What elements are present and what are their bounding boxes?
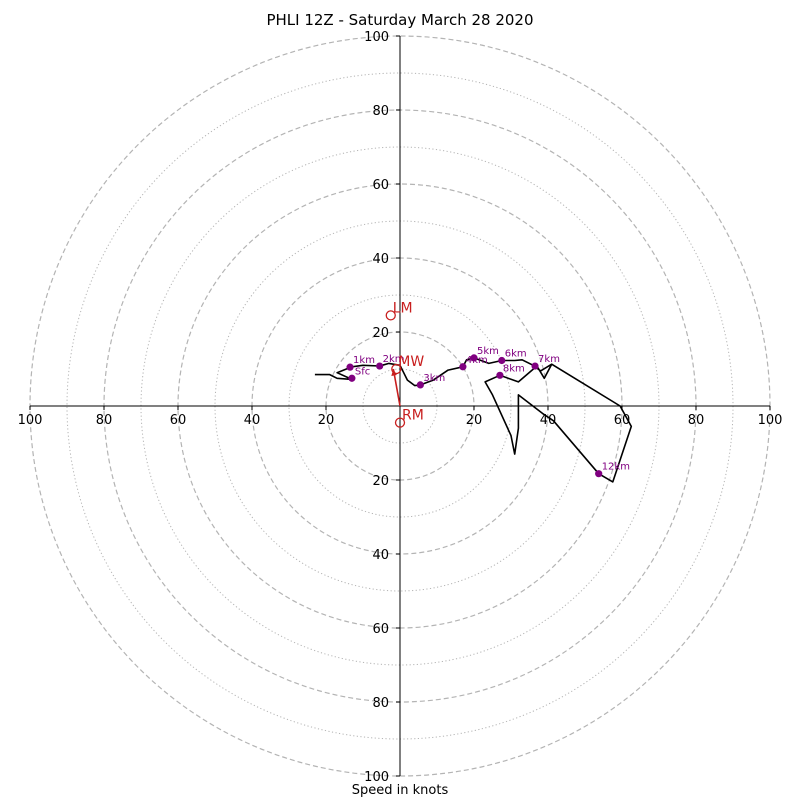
x-tick-label: 20 xyxy=(466,413,483,428)
height-marker-12km xyxy=(595,470,603,478)
y-tick-label: 20 xyxy=(372,474,389,489)
height-label-2km: 2km xyxy=(383,354,405,365)
height-marker-8km xyxy=(496,371,504,379)
chart-title: PHLI 12Z - Saturday March 28 2020 xyxy=(266,11,534,29)
height-marker-5km xyxy=(470,354,478,362)
height-label-sfc: Sfc xyxy=(355,366,370,377)
x-axis-label: Speed in knots xyxy=(351,783,449,798)
storm-motion-rm-label: RM xyxy=(402,408,424,424)
height-label-8km: 8km xyxy=(503,363,525,374)
height-marker-4km xyxy=(459,363,467,371)
height-label-7km: 7km xyxy=(538,354,560,365)
height-label-12km: 12km xyxy=(602,462,630,473)
y-tick-label: 80 xyxy=(372,696,389,711)
y-tick-label: 100 xyxy=(364,770,389,785)
height-label-5km: 5km xyxy=(477,346,499,357)
height-marker-sfc xyxy=(348,374,356,382)
height-marker-6km xyxy=(498,356,506,365)
storm-motion-lm-label: LM xyxy=(393,300,413,316)
height-label-1km: 1km xyxy=(353,355,375,366)
x-tick-label: 100 xyxy=(18,413,43,428)
x-tick-label: 60 xyxy=(170,413,187,428)
storm-motion-mw-label: MW xyxy=(398,354,424,370)
y-tick-label: 40 xyxy=(372,252,389,267)
x-tick-label: 80 xyxy=(688,413,705,428)
y-tick-label: 60 xyxy=(372,622,389,637)
x-tick-label: 40 xyxy=(244,413,261,428)
height-label-6km: 6km xyxy=(505,348,527,359)
x-tick-label: 20 xyxy=(318,413,335,428)
x-tick-label: 80 xyxy=(96,413,113,428)
y-tick-label: 80 xyxy=(372,104,389,119)
height-marker-2km xyxy=(376,362,384,370)
y-tick-label: 100 xyxy=(364,30,389,45)
y-tick-label: 20 xyxy=(372,326,389,341)
storm-motion-mw-marker xyxy=(391,363,402,375)
storm-motion-lm-marker xyxy=(385,310,396,321)
x-tick-label: 100 xyxy=(758,413,783,428)
x-tick-label: 40 xyxy=(540,413,557,428)
height-marker-7km xyxy=(531,362,539,370)
y-tick-label: 40 xyxy=(372,548,389,563)
storm-motion-rm-marker xyxy=(394,417,406,428)
height-marker-3km xyxy=(416,381,424,389)
height-label-3km: 3km xyxy=(423,373,445,384)
height-label-4km: 4km xyxy=(466,355,488,366)
y-tick-label: 60 xyxy=(372,178,389,193)
height-marker-1km xyxy=(346,363,354,371)
